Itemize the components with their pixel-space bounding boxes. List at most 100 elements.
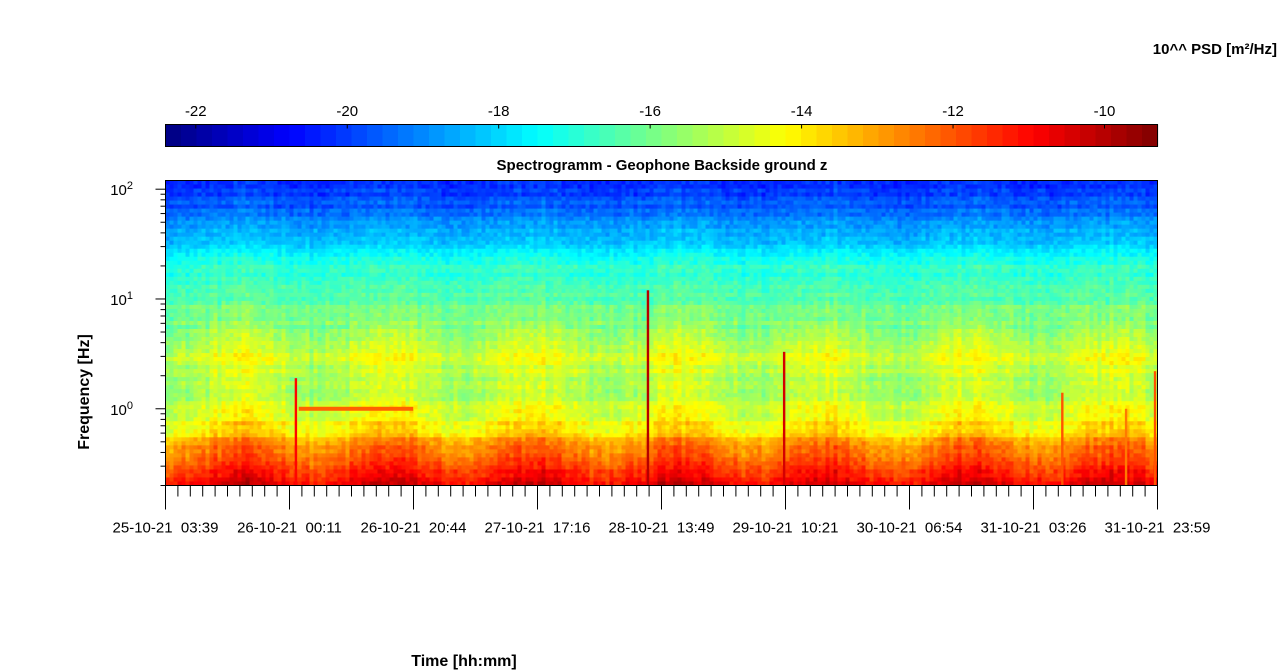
heatmap-cell — [1085, 252, 1090, 258]
heatmap-cell — [165, 188, 170, 194]
heatmap-cell — [1137, 252, 1142, 258]
heatmap-cell — [981, 188, 986, 194]
heatmap-cell — [553, 232, 558, 238]
heatmap-cell — [601, 200, 606, 206]
heatmap-cell — [265, 180, 270, 186]
heatmap-cell — [1153, 248, 1158, 254]
heatmap-cell — [709, 220, 714, 226]
heatmap-cell — [837, 256, 842, 262]
heatmap-cell — [1005, 188, 1010, 194]
heatmap-cell — [337, 212, 342, 218]
heatmap-cell — [441, 208, 446, 214]
heatmap-cell — [605, 216, 610, 222]
heatmap-cell — [341, 188, 346, 194]
heatmap-cell — [237, 180, 242, 186]
heatmap-cell — [745, 216, 750, 222]
heatmap-cell — [1105, 196, 1110, 202]
heatmap-cell — [825, 232, 830, 238]
heatmap-cell — [1117, 204, 1122, 210]
heatmap-cell — [1097, 228, 1102, 234]
heatmap-cell — [657, 236, 662, 242]
heatmap-cell — [1137, 224, 1142, 230]
heatmap-cell — [893, 216, 898, 222]
heatmap-cell — [721, 256, 726, 262]
heatmap-cell — [997, 196, 1002, 202]
heatmap-cell — [685, 220, 690, 226]
heatmap-cell — [1069, 184, 1074, 190]
heatmap-cell — [1121, 228, 1126, 234]
heatmap-cell — [753, 216, 758, 222]
heatmap-cell — [353, 220, 358, 226]
heatmap-cell — [1133, 184, 1138, 190]
heatmap-cell — [945, 228, 950, 234]
heatmap-cell — [965, 236, 970, 242]
heatmap-cell — [593, 220, 598, 226]
heatmap-cell — [841, 184, 846, 190]
heatmap-cell — [201, 188, 206, 194]
heatmap-cell — [237, 208, 242, 214]
heatmap-cell — [953, 200, 958, 206]
heatmap-cell — [713, 216, 718, 222]
heatmap-cell — [781, 200, 786, 206]
heatmap-cell — [1145, 192, 1150, 198]
heatmap-cell — [1013, 224, 1018, 230]
heatmap-cell — [701, 216, 706, 222]
heatmap-cell — [305, 200, 310, 206]
heatmap-cell — [921, 252, 926, 258]
heatmap-cell — [301, 180, 306, 186]
heatmap-cell — [985, 180, 990, 186]
heatmap-cell — [541, 248, 546, 254]
heatmap-cell — [789, 244, 794, 250]
heatmap-cell — [653, 212, 658, 218]
heatmap-cell — [925, 236, 930, 242]
heatmap-cell — [1041, 228, 1046, 234]
heatmap-cell — [181, 224, 186, 230]
heatmap-cell — [973, 184, 978, 190]
heatmap-cell — [669, 228, 674, 234]
heatmap-cell — [413, 216, 418, 222]
heatmap-cell — [669, 224, 674, 230]
heatmap-cell — [877, 204, 882, 210]
heatmap-cell — [1009, 248, 1014, 254]
heatmap-cell — [685, 212, 690, 218]
heatmap-cell — [889, 256, 894, 262]
heatmap-cell — [485, 212, 490, 218]
heatmap-cell — [493, 200, 498, 206]
heatmap-cell — [1137, 240, 1142, 246]
colorbar-step — [785, 124, 802, 147]
heatmap-cell — [385, 216, 390, 222]
heatmap-cell — [969, 240, 974, 246]
heatmap-cell — [501, 252, 506, 258]
heatmap-cell — [261, 184, 266, 190]
heatmap-cell — [653, 188, 658, 194]
heatmap-cell — [325, 232, 330, 238]
heatmap-cell — [1017, 180, 1022, 186]
heatmap-cell — [789, 196, 794, 202]
heatmap-cell — [461, 252, 466, 258]
heatmap-cell — [313, 240, 318, 246]
heatmap-cell — [289, 256, 294, 262]
heatmap-cell — [173, 212, 178, 218]
heatmap-cell — [393, 252, 398, 258]
heatmap-cell — [905, 248, 910, 254]
heatmap-cell — [713, 224, 718, 230]
heatmap-cell — [733, 236, 738, 242]
heatmap-cell — [421, 256, 426, 262]
heatmap-cell — [921, 228, 926, 234]
colorbar-ticks: -22 -20 -18 -16 -14 -12 -10 — [185, 103, 1115, 129]
heatmap-cell — [409, 188, 414, 194]
heatmap-cell — [357, 188, 362, 194]
heatmap-cell — [1109, 180, 1114, 186]
heatmap-cell — [649, 180, 654, 186]
heatmap-cell — [1141, 248, 1146, 254]
heatmap-cell — [893, 184, 898, 190]
heatmap-cell — [1117, 200, 1122, 206]
colorbar-step — [894, 124, 911, 147]
heatmap-cell — [581, 236, 586, 242]
heatmap-cell — [953, 220, 958, 226]
heatmap-cell — [1013, 244, 1018, 250]
heatmap-cell — [905, 228, 910, 234]
heatmap-cell — [653, 244, 658, 250]
heatmap-cell — [757, 204, 762, 210]
heatmap-cell — [913, 224, 918, 230]
